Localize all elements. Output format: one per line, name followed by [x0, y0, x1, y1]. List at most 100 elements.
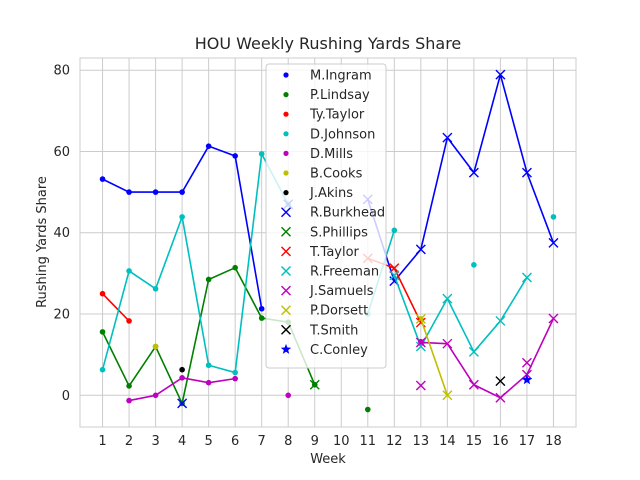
legend-label: S.Phillips	[310, 225, 368, 240]
y-tick-label: 40	[53, 226, 70, 241]
x-marker-stroke	[442, 293, 453, 304]
series-p-dorsett	[415, 313, 453, 401]
x-marker-stroke	[415, 244, 426, 255]
legend-label: Ty.Taylor	[309, 108, 365, 123]
legend-entry: J.Akins	[283, 186, 353, 201]
x-tick-label: 6	[231, 434, 239, 449]
legend-label: R.Burkhead	[310, 206, 385, 221]
data-point	[126, 318, 132, 324]
data-point	[391, 227, 398, 234]
legend-label: D.Johnson	[310, 127, 375, 142]
series-line	[101, 293, 130, 322]
data-point	[205, 276, 212, 283]
legend-label: B.Cooks	[310, 167, 363, 182]
legend-marker	[283, 72, 289, 78]
legend-label: T.Taylor	[309, 245, 360, 260]
y-tick-label: 80	[53, 64, 70, 79]
series-j-akins	[179, 366, 185, 373]
legend-entry: P.Dorsett	[281, 304, 368, 319]
x-marker-stroke	[442, 390, 453, 401]
x-marker-stroke	[281, 226, 291, 237]
x-marker-stroke	[468, 167, 479, 178]
x-tick-label: 15	[466, 434, 483, 449]
x-tick-label: 17	[519, 434, 536, 449]
legend-entry: D.Johnson	[283, 127, 375, 142]
legend-entry: T.Taylor	[281, 245, 360, 260]
series-line	[393, 275, 528, 353]
legend-label: J.Samuels	[309, 284, 374, 299]
data-point	[99, 329, 106, 335]
data-point	[415, 244, 426, 255]
series-line	[420, 318, 449, 396]
x-tick-label: 2	[125, 434, 133, 449]
data-point	[126, 397, 132, 404]
x-tick-label: 1	[98, 434, 106, 449]
data-point	[152, 189, 159, 195]
data-point	[495, 392, 506, 403]
x-marker-stroke	[281, 324, 291, 335]
data-point	[521, 374, 533, 385]
x-marker-stroke	[521, 272, 532, 283]
legend-entry: M.Ingram	[283, 69, 372, 84]
legend-marker	[281, 246, 291, 257]
legend: M.Ingram P.Lindsay Ty.Taylor D.Johnson D.Mil…	[265, 63, 387, 369]
data-point	[205, 143, 212, 149]
x-marker-stroke	[495, 315, 506, 326]
legend-label: P.Lindsay	[310, 88, 370, 103]
data-point	[521, 272, 532, 283]
data-point	[442, 293, 453, 304]
legend-box	[265, 63, 387, 369]
data-point	[468, 346, 479, 357]
legend-label: M.Ingram	[310, 69, 372, 84]
x-marker-stroke	[389, 270, 400, 281]
data-point	[442, 338, 453, 349]
legend-marker	[283, 111, 289, 117]
x-marker-stroke	[281, 285, 291, 296]
data-point	[232, 375, 238, 382]
x-tick-label: 4	[178, 434, 186, 449]
data-point	[521, 357, 532, 368]
data-point	[152, 286, 159, 292]
y-tick-label: 0	[62, 389, 70, 404]
legend-marker	[283, 190, 289, 196]
x-marker-stroke	[548, 313, 559, 324]
legend-marker	[281, 324, 291, 335]
x-marker-stroke	[495, 69, 506, 80]
series-line	[420, 318, 555, 399]
legend-marker	[283, 92, 289, 98]
data-point	[495, 315, 506, 326]
legend-entry: Ty.Taylor	[283, 108, 365, 123]
x-tick-label: 9	[311, 434, 319, 449]
data-point	[232, 153, 238, 159]
x-tick-label: 13	[413, 434, 430, 449]
legend-entry: R.Freeman	[281, 265, 379, 280]
x-tick-label: 7	[258, 434, 266, 449]
x-marker-stroke	[415, 341, 426, 352]
y-axis-label: Rushing Yards Share	[35, 176, 50, 308]
x-marker-stroke	[389, 263, 400, 274]
data-point	[415, 313, 426, 324]
x-tick-label: 12	[386, 434, 403, 449]
data-point	[548, 313, 559, 324]
data-point	[418, 338, 424, 345]
x-tick-label: 11	[360, 434, 377, 449]
legend-entry: B.Cooks	[283, 167, 363, 182]
data-point	[179, 375, 185, 381]
data-point	[471, 262, 477, 268]
legend-marker	[283, 131, 289, 137]
data-point	[179, 366, 185, 373]
x-marker-stroke	[521, 167, 532, 178]
x-marker-stroke	[281, 305, 291, 316]
data-point	[152, 392, 159, 399]
x-marker-stroke	[495, 376, 506, 387]
data-point	[442, 390, 453, 401]
data-point	[126, 189, 132, 195]
legend-entry: R.Burkhead	[281, 206, 385, 221]
data-point	[285, 392, 292, 399]
legend-entry: S.Phillips	[281, 225, 368, 240]
data-point	[550, 214, 557, 220]
x-marker-stroke	[177, 398, 188, 409]
legend-marker	[280, 343, 292, 354]
